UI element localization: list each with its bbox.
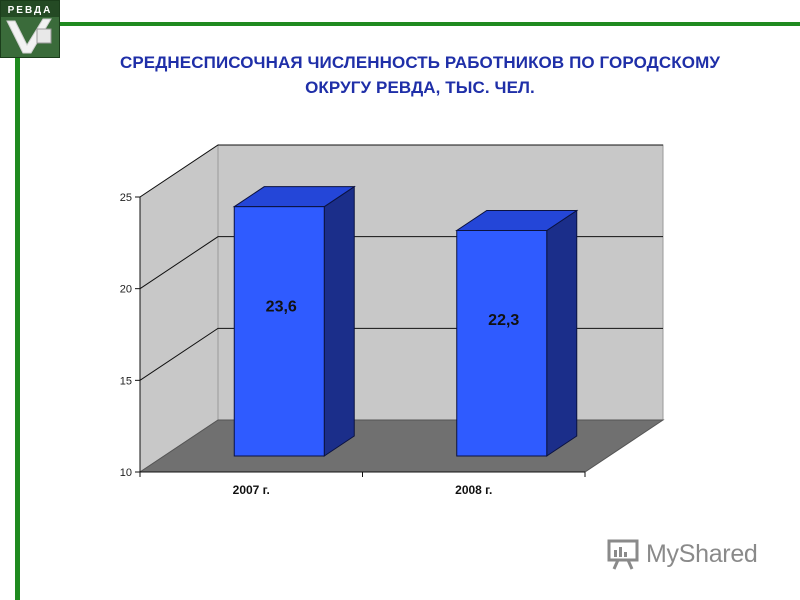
revda-logo: РЕВДА	[0, 0, 60, 58]
bar-value-label: 22,3	[488, 312, 519, 329]
bar-side	[323, 185, 355, 457]
x-tick-label: 2007 г.	[233, 483, 270, 497]
bar-side	[546, 209, 578, 457]
chart-labels: 23,6 2007 г. 22,3 2008 г.	[233, 298, 520, 497]
y-tick-label: 10	[120, 467, 132, 479]
revda-emblem-icon: РЕВДА	[1, 1, 59, 57]
page-title: СРЕДНЕСПИСОЧНАЯ ЧИСЛЕННОСТЬ РАБОТНИКОВ П…	[40, 50, 800, 100]
frame-top-border	[0, 22, 800, 26]
bar-value-label: 23,6	[266, 298, 297, 315]
y-tick-label: 20	[120, 284, 132, 296]
y-tick-label: 15	[120, 375, 132, 387]
chart-axes: 10 15 20 25	[120, 192, 586, 479]
title-line-1: СРЕДНЕСПИСОЧНАЯ ЧИСЛЕННОСТЬ РАБОТНИКОВ П…	[119, 53, 721, 72]
bar	[233, 206, 325, 457]
gridline	[139, 144, 663, 198]
chart-floor	[138, 419, 665, 473]
y-tick-label: 25	[120, 192, 132, 204]
frame-left-border	[15, 0, 20, 600]
chart-walls	[138, 144, 665, 473]
chart-bars	[232, 185, 579, 457]
bar	[456, 230, 548, 457]
watermark-text: MyShared	[646, 539, 758, 568]
myshared-watermark: MyShared	[606, 537, 758, 571]
logo-text: РЕВДА	[8, 5, 53, 16]
chart-side-wall	[139, 144, 219, 473]
presentation-board-icon	[607, 539, 639, 570]
title-line-2: ОКРУГУ РЕВДА, ТЫС. ЧЕЛ.	[305, 78, 535, 97]
x-tick-label: 2008 г.	[455, 483, 492, 497]
